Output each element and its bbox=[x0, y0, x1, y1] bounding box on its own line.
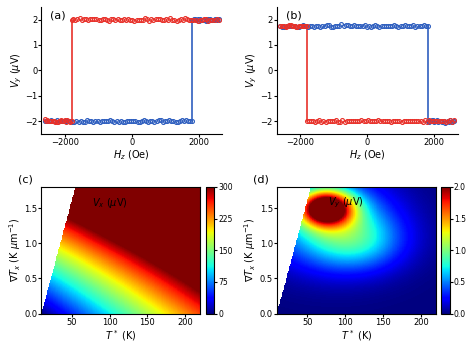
Text: $V_y$ ($\mu$V): $V_y$ ($\mu$V) bbox=[328, 196, 364, 210]
Text: (b): (b) bbox=[286, 11, 301, 21]
X-axis label: $H_z$ (Oe): $H_z$ (Oe) bbox=[349, 148, 386, 162]
Y-axis label: $V_y$ ($\mu$V): $V_y$ ($\mu$V) bbox=[245, 52, 259, 88]
Y-axis label: $\nabla T_x$ (K $\mu$m$^{-1}$): $\nabla T_x$ (K $\mu$m$^{-1}$) bbox=[7, 218, 23, 282]
X-axis label: $T^*$ (K): $T^*$ (K) bbox=[105, 328, 137, 343]
Text: $V_x$ ($\mu$V): $V_x$ ($\mu$V) bbox=[92, 196, 128, 210]
X-axis label: $T^*$ (K): $T^*$ (K) bbox=[341, 328, 372, 343]
Text: (a): (a) bbox=[50, 11, 66, 21]
X-axis label: $H_z$ (Oe): $H_z$ (Oe) bbox=[113, 148, 150, 162]
Text: (c): (c) bbox=[18, 174, 32, 184]
Y-axis label: $V_y$ ($\mu$V): $V_y$ ($\mu$V) bbox=[9, 52, 24, 88]
Y-axis label: $\nabla T_x$ (K $\mu$m$^{-1}$): $\nabla T_x$ (K $\mu$m$^{-1}$) bbox=[242, 218, 258, 282]
Text: (d): (d) bbox=[253, 174, 269, 184]
